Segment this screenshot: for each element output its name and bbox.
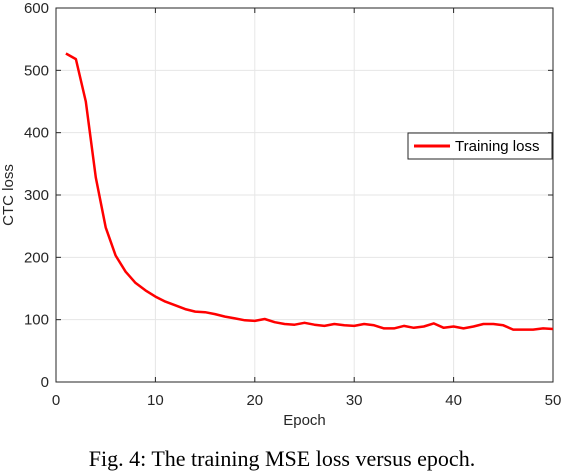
x-axis-label: Epoch xyxy=(283,412,326,429)
y-tick-label: 200 xyxy=(24,249,49,266)
series-line-training-loss xyxy=(65,52,554,331)
y-tick-label: 300 xyxy=(24,187,49,204)
y-tick-label: 600 xyxy=(24,0,49,17)
grid-lines xyxy=(56,8,553,382)
x-tick-label: 20 xyxy=(246,392,263,409)
series-layer xyxy=(65,52,554,331)
x-tick-label: 0 xyxy=(52,392,60,409)
y-tick-label: 0 xyxy=(41,374,49,391)
legend: Training loss xyxy=(407,132,553,160)
x-tick-label: 30 xyxy=(346,392,363,409)
legend-entry-training-loss: Training loss xyxy=(455,138,539,155)
y-tick-label: 400 xyxy=(24,125,49,142)
x-tick-label: 10 xyxy=(147,392,164,409)
y-tick-label: 100 xyxy=(24,312,49,329)
y-axis-label: CTC loss xyxy=(0,164,17,226)
x-tick-label: 40 xyxy=(445,392,462,409)
figure-caption: Fig. 4: The training MSE loss versus epo… xyxy=(88,446,476,471)
y-tick-label: 500 xyxy=(24,62,49,79)
x-tick-label: 50 xyxy=(545,392,562,409)
